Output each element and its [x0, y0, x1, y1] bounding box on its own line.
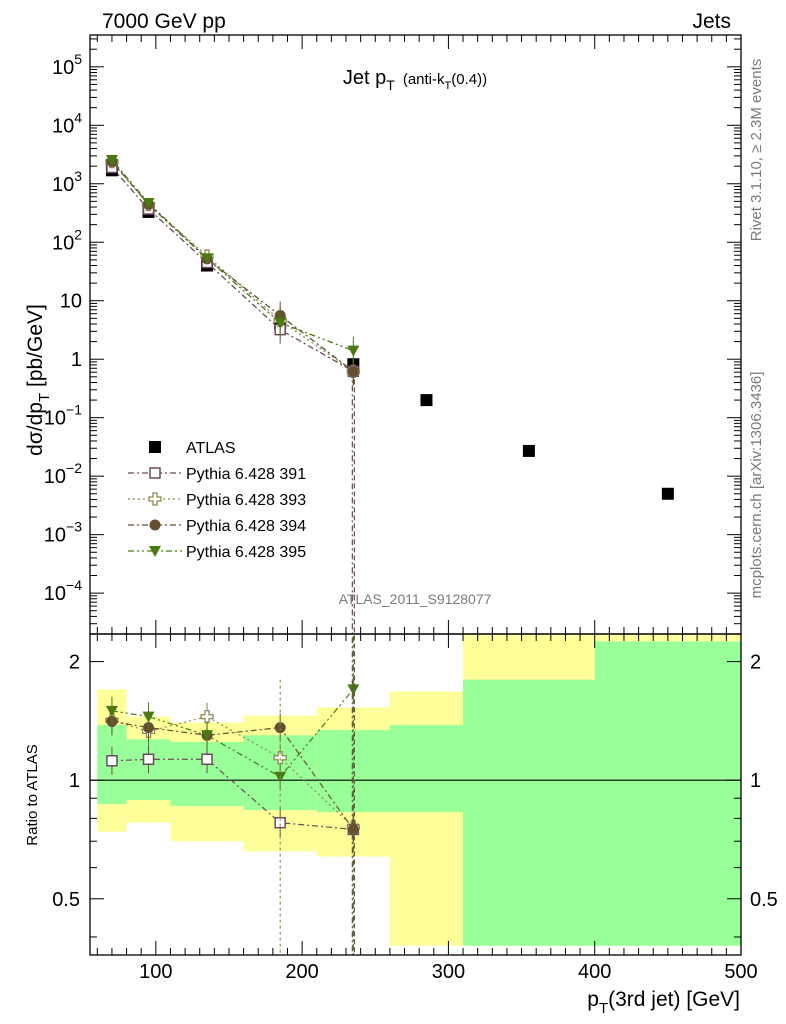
ratio-series-line [111, 758, 354, 831]
legend-label: Pythia 6.428 395 [186, 544, 306, 561]
main-y-title-sub: T [36, 393, 53, 402]
ratio-point [274, 722, 286, 734]
main-data-point [347, 365, 359, 377]
ratio-point [347, 823, 359, 835]
main-plot-title: Jet pT (anti-kT(0.4)) [343, 67, 487, 93]
ratio-layer [90, 636, 741, 955]
x-tick-label: 300 [432, 961, 465, 983]
plot-title-paren-sub: T [445, 80, 452, 92]
side-rivet-text: Rivet 3.1.10, ≥ 2.3M events [748, 59, 765, 242]
ratio-series-line [111, 715, 354, 828]
ratio-point [200, 709, 214, 724]
ratio-y-tick-label: 0.5 [52, 889, 80, 911]
ratio-y-axis-title: Ratio to ATLAS [24, 744, 41, 845]
band-inner-bin [594, 641, 741, 946]
main-y-tick-label: 102 [52, 226, 82, 254]
main-series-line [111, 167, 354, 372]
main-data-point [105, 154, 118, 166]
main-data-point [347, 345, 360, 357]
main-data-point [201, 253, 214, 265]
plot-title-main-sub: T [386, 77, 395, 93]
x-axis-title: pT(3rd jet) [GeV] [587, 988, 740, 1017]
ratio-point [201, 730, 214, 742]
x-tick-label: 200 [285, 961, 318, 983]
ratio-point [105, 705, 118, 717]
legend-marker [149, 467, 161, 479]
header-right: Jets [692, 10, 731, 33]
ratio-point [106, 755, 118, 767]
plot-title-paren-open: (anti-k [403, 71, 445, 88]
main-y-tick-label: 10−3 [44, 519, 82, 547]
main-y-tick-label: 103 [52, 168, 82, 196]
x-tick-label: 500 [724, 961, 757, 983]
main-series-line [111, 159, 354, 352]
main-y-tick-label: 10−1 [44, 402, 82, 430]
main-y-tick-label: 10−2 [44, 460, 82, 488]
header-left: 7000 GeV pp [102, 10, 226, 33]
axes-layer: 100 200 300 400 50010510410310210110−110−210… [44, 34, 778, 983]
ratio-y-tick-label-right: 2 [750, 652, 761, 674]
main-data-point [274, 317, 287, 329]
plot-title-main: Jet p [343, 67, 386, 89]
band-inner-bin [389, 725, 464, 813]
legend-label: Pythia 6.428 393 [186, 492, 306, 509]
main-data-point [420, 394, 433, 407]
legend-label: ATLAS [186, 440, 236, 457]
main-y-title-unit: [pb/GeV] [24, 304, 47, 393]
x-title-base: p [587, 988, 599, 1011]
ratio-point [142, 753, 155, 766]
main-y-axis-title: dσ/dpT [pb/GeV] [24, 304, 53, 456]
main-data-point [522, 444, 535, 457]
legend-marker [148, 492, 162, 506]
main-y-tick-label: 105 [52, 51, 82, 79]
x-tick-label: 100 [139, 961, 172, 983]
legend-marker [149, 441, 161, 453]
x-tick-label: 400 [578, 961, 611, 983]
legend-label: Pythia 6.428 394 [186, 518, 306, 535]
main-series-line [111, 161, 354, 372]
main-y-tick-label: 1 [71, 349, 82, 371]
ratio-y-tick-label: 2 [69, 652, 80, 674]
ratio-point [201, 753, 213, 766]
main-y-tick-label: 104 [52, 109, 82, 137]
ratio-y-tick-label-right: 1 [750, 770, 761, 792]
ratio-plot-frame [89, 633, 742, 956]
main-data-point [661, 487, 674, 500]
legend-marker [149, 519, 161, 531]
main-y-title-base: dσ/dp [24, 402, 47, 456]
legend-marker [149, 546, 161, 557]
legend: ATLAS Pythia 6.428 391 Pythia 6.428 393 Pyt… [128, 440, 306, 561]
svg-text:dσ/dpT [pb/GeV]: dσ/dpT [pb/GeV] [24, 304, 53, 456]
ratio-series-line [111, 720, 354, 830]
main-y-tick-label: 10−4 [44, 577, 82, 605]
x-title-sub: T [599, 1000, 608, 1017]
ratio-bands [97, 635, 741, 946]
main-series-line [111, 161, 354, 372]
main-data-point [142, 197, 155, 209]
side-mcplots-text: mcplots.cern.ch [arXiv:1306.3436] [748, 372, 765, 599]
main-layer [105, 154, 674, 955]
ratio-point [347, 684, 360, 696]
band-inner-bin [463, 679, 595, 946]
legend-label: Pythia 6.428 391 [186, 466, 306, 483]
ratio-y-tick-label: 1 [69, 770, 80, 792]
main-y-tick-label: 10 [60, 291, 82, 313]
x-title-rest: (3rd jet) [GeV] [608, 988, 740, 1011]
ratio-y-tick-label-right: 0.5 [750, 889, 778, 911]
ratio-point [142, 711, 155, 723]
plot-title-paren-close: (0.4)) [451, 71, 487, 88]
analysis-watermark: ATLAS_2011_S9128077 [339, 591, 492, 607]
